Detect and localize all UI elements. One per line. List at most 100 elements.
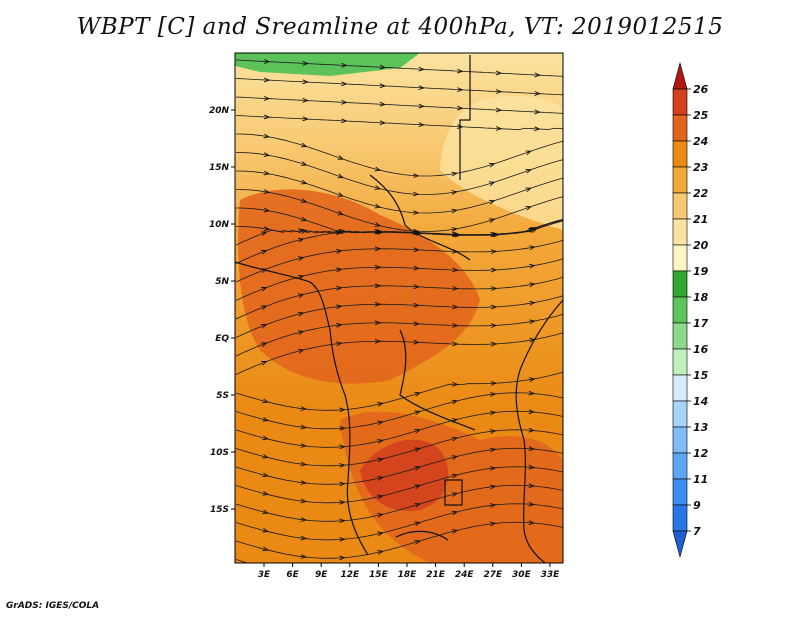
streamline — [235, 484, 563, 522]
streamline-arrow — [413, 302, 420, 308]
streamline-arrow — [297, 311, 305, 317]
streamline-arrow — [529, 319, 536, 325]
lon-label: 12E — [340, 570, 360, 580]
streamline-arrow — [298, 228, 305, 234]
streamline-arrow — [451, 208, 458, 214]
lon-label: 21E — [426, 570, 446, 580]
streamline-arrow — [529, 377, 536, 382]
streamline-arrow — [495, 107, 503, 113]
streamline — [235, 78, 563, 96]
colorbar-label: 19 — [693, 265, 709, 278]
streamline-arrow — [414, 503, 422, 508]
streamline-arrow — [261, 231, 268, 237]
streamline-arrow — [374, 264, 382, 270]
streamline-arrow — [339, 462, 346, 468]
streamline-arrow — [414, 484, 422, 490]
colorbar-label: 26 — [693, 83, 709, 96]
colorbar-label: 15 — [693, 369, 709, 382]
streamline — [236, 152, 563, 195]
streamline-arrow — [525, 168, 533, 174]
colorbar-label: 7 — [693, 525, 701, 538]
streamline-arrow — [488, 181, 496, 186]
coastlines — [235, 55, 563, 563]
streamline-arrow — [374, 203, 382, 209]
streamline-arrow — [262, 509, 269, 515]
streamline-arrow — [336, 267, 343, 273]
streamline-arrow — [457, 87, 464, 93]
streamline-arrow — [263, 152, 271, 158]
streamline-arrow — [567, 369, 572, 373]
streamline-arrow — [261, 305, 268, 311]
streamline-arrow — [489, 392, 497, 397]
streamline-arrow — [414, 410, 422, 416]
footer-credit: GrADS: IGES/COLA — [6, 601, 100, 611]
streamline-arrow — [336, 285, 343, 291]
streamline-arrow — [413, 339, 420, 345]
streamline-arrow — [377, 402, 384, 407]
streamline-arrow — [262, 398, 269, 404]
streamline — [235, 96, 563, 114]
colorbar-label: 16 — [693, 343, 709, 356]
streamline-arrow — [567, 415, 572, 419]
colorbar-label: 20 — [693, 239, 709, 252]
streamline-arrow — [300, 554, 308, 559]
west-coastline — [235, 261, 369, 556]
border-line-5 — [395, 530, 449, 541]
streamline-arrow — [262, 546, 269, 552]
streamline-arrow — [377, 494, 384, 500]
colorbar-swatch — [672, 166, 688, 194]
streamline-arrow — [300, 179, 308, 185]
streamline-arrow — [263, 114, 271, 120]
streamline-arrow — [300, 161, 308, 166]
colorbar-swatch — [672, 114, 688, 142]
streamline-arrow — [297, 348, 305, 354]
streamline-arrow — [413, 230, 420, 236]
streamline-arrow — [377, 439, 384, 444]
streamline-arrow — [262, 472, 269, 478]
streamline — [235, 466, 563, 504]
streamline-arrow — [451, 436, 459, 442]
streamline-arrow — [297, 293, 305, 298]
streamline-arrow — [451, 455, 459, 460]
streamline-arrow — [337, 192, 345, 197]
streamline — [235, 410, 563, 448]
streamline — [236, 133, 563, 177]
streamline-arrow — [457, 124, 464, 130]
lon-label: 24E — [455, 570, 475, 580]
border-line-3 — [399, 329, 476, 431]
streamline-arrow — [457, 105, 464, 111]
streamline-arrow — [490, 286, 498, 292]
streamline-arrow — [451, 171, 458, 177]
streamline-arrow — [341, 118, 348, 124]
streamline-arrow — [263, 58, 271, 64]
streamline-arrow — [528, 520, 535, 526]
streamline-arrow — [302, 97, 309, 103]
colorbar-label: 9 — [693, 499, 701, 512]
streamline-arrow — [262, 490, 269, 496]
streamline — [235, 219, 563, 264]
streamline-arrow — [377, 420, 384, 426]
lat-label: 5N — [215, 277, 229, 287]
streamline-arrow — [300, 443, 308, 448]
colorbar-swatch — [672, 218, 688, 246]
lon-label: 9E — [315, 570, 328, 580]
streamline-arrow — [337, 210, 345, 216]
streamline-arrow — [534, 109, 541, 115]
streamline-arrow — [263, 95, 271, 101]
streamline-arrow — [451, 399, 459, 405]
streamline — [235, 392, 563, 430]
streamline-arrow — [567, 526, 572, 530]
streamline-arrow — [379, 64, 387, 70]
lon-label: 3E — [258, 570, 271, 580]
colorbar-swatch — [672, 244, 688, 272]
streamline-arrow — [489, 429, 497, 434]
streamline-arrow — [339, 536, 346, 542]
streamline-arrow — [528, 427, 535, 433]
streamline — [235, 371, 563, 411]
streamline-arrow — [300, 198, 308, 203]
streamline-arrow — [297, 237, 305, 243]
streamline-arrow — [457, 68, 464, 74]
colorbar-swatch — [672, 140, 688, 168]
streamline-arrow — [490, 323, 498, 329]
streamline-arrow — [488, 218, 496, 223]
